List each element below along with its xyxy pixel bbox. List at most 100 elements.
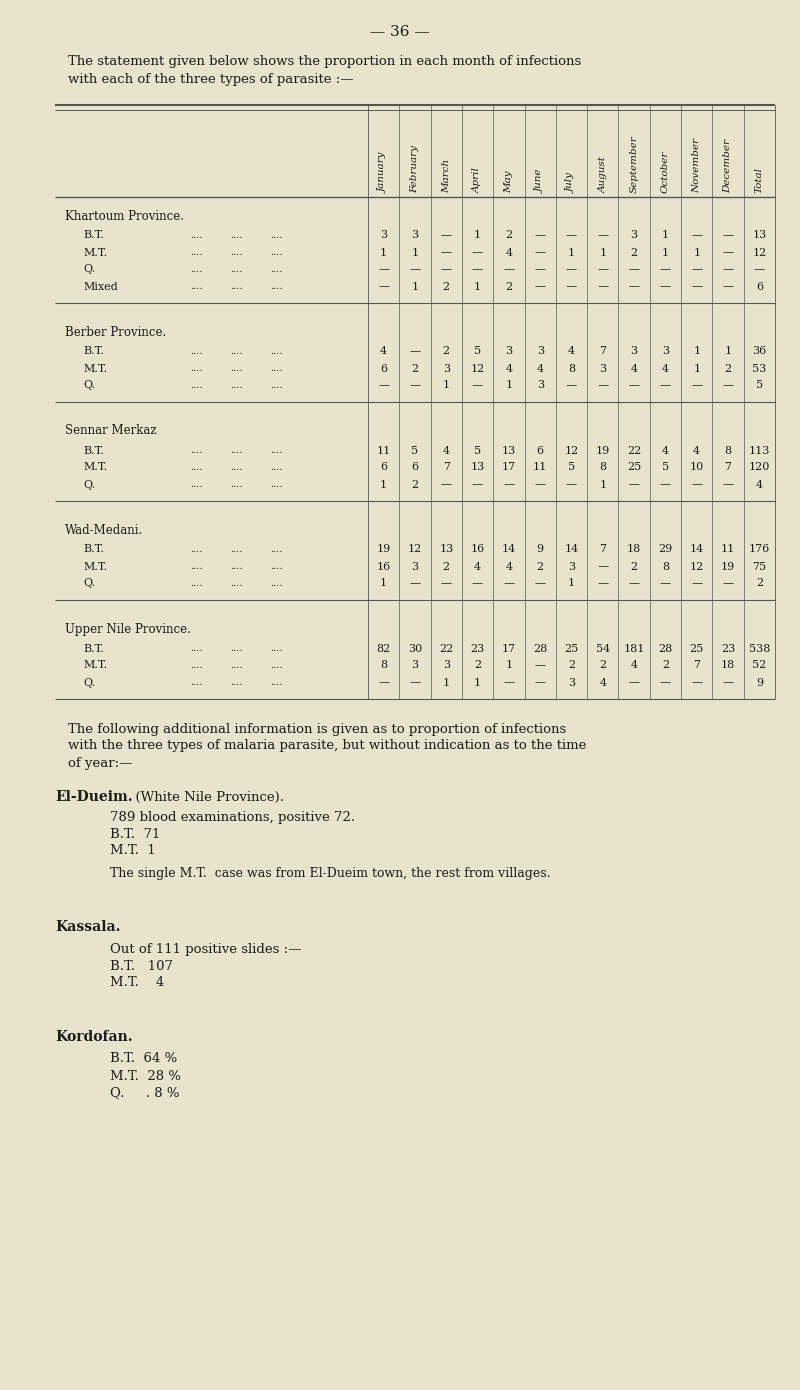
Text: 2: 2	[442, 282, 450, 292]
Text: 19: 19	[377, 545, 390, 555]
Text: B.T.  71: B.T. 71	[110, 827, 160, 841]
Text: —: —	[691, 381, 702, 391]
Text: —: —	[722, 264, 734, 274]
Text: —: —	[722, 247, 734, 257]
Text: ....: ....	[270, 231, 282, 240]
Text: 9: 9	[537, 545, 544, 555]
Text: 36: 36	[752, 346, 766, 356]
Text: Sennar Merkaz: Sennar Merkaz	[65, 424, 157, 438]
Text: 1: 1	[474, 231, 481, 240]
Text: 7: 7	[694, 660, 700, 670]
Text: 8: 8	[568, 364, 575, 374]
Text: M.T.: M.T.	[83, 364, 107, 374]
Text: 3: 3	[411, 562, 418, 571]
Text: —: —	[691, 677, 702, 688]
Text: —: —	[441, 578, 452, 588]
Text: 11: 11	[377, 446, 390, 456]
Text: —: —	[503, 480, 514, 489]
Text: —: —	[472, 578, 483, 588]
Text: —: —	[598, 231, 608, 240]
Text: —: —	[534, 264, 546, 274]
Text: 8: 8	[662, 562, 669, 571]
Text: ....: ....	[230, 480, 242, 489]
Text: Q.     . 8 %: Q. . 8 %	[110, 1087, 179, 1099]
Text: 13: 13	[752, 231, 766, 240]
Text: 176: 176	[749, 545, 770, 555]
Text: 75: 75	[752, 562, 766, 571]
Text: 6: 6	[380, 463, 387, 473]
Text: 12: 12	[690, 562, 704, 571]
Text: April: April	[473, 167, 482, 193]
Text: 14: 14	[502, 545, 516, 555]
Text: 12: 12	[408, 545, 422, 555]
Text: M.T.: M.T.	[83, 562, 107, 571]
Text: —: —	[472, 247, 483, 257]
Text: Khartoum Province.: Khartoum Province.	[65, 210, 184, 222]
Text: (White Nile Province).: (White Nile Province).	[127, 791, 284, 803]
Text: 1: 1	[474, 282, 481, 292]
Text: September: September	[630, 135, 638, 193]
Text: ....: ....	[270, 463, 282, 473]
Text: —: —	[472, 264, 483, 274]
Text: 120: 120	[749, 463, 770, 473]
Text: 3: 3	[411, 231, 418, 240]
Text: —: —	[378, 677, 390, 688]
Text: —: —	[566, 381, 577, 391]
Text: ....: ....	[270, 644, 282, 653]
Text: 5: 5	[474, 346, 481, 356]
Text: 14: 14	[690, 545, 704, 555]
Text: 1: 1	[411, 282, 418, 292]
Text: February: February	[410, 145, 419, 193]
Text: —: —	[722, 282, 734, 292]
Text: —: —	[410, 346, 421, 356]
Text: 5: 5	[411, 446, 418, 456]
Text: 1: 1	[380, 578, 387, 588]
Text: The single M.T.  case was from El-Dueim town, the rest from villages.: The single M.T. case was from El-Dueim t…	[110, 866, 550, 880]
Text: M.T.    4: M.T. 4	[110, 977, 164, 990]
Text: 1: 1	[506, 381, 513, 391]
Text: 2: 2	[411, 364, 418, 374]
Text: 1: 1	[662, 231, 669, 240]
Text: ....: ....	[270, 247, 282, 257]
Text: ....: ....	[230, 282, 242, 291]
Text: M.T.: M.T.	[83, 463, 107, 473]
Text: 4: 4	[662, 446, 669, 456]
Text: ....: ....	[270, 265, 282, 274]
Text: 1: 1	[599, 247, 606, 257]
Text: July: July	[567, 172, 576, 193]
Text: 5: 5	[474, 446, 481, 456]
Text: —: —	[503, 264, 514, 274]
Text: ....: ....	[230, 644, 242, 653]
Text: 1: 1	[380, 247, 387, 257]
Text: 4: 4	[474, 562, 481, 571]
Text: 2: 2	[630, 562, 638, 571]
Text: 16: 16	[470, 545, 485, 555]
Text: ....: ....	[270, 282, 282, 291]
Text: The following additional information is given as to proportion of infections: The following additional information is …	[68, 723, 566, 735]
Text: Out of 111 positive slides :—: Out of 111 positive slides :—	[110, 942, 302, 955]
Text: 16: 16	[377, 562, 390, 571]
Text: 6: 6	[537, 446, 544, 456]
Text: 5: 5	[756, 381, 763, 391]
Text: of year:—: of year:—	[68, 756, 132, 770]
Text: 7: 7	[725, 463, 731, 473]
Text: —: —	[660, 282, 671, 292]
Text: —: —	[503, 677, 514, 688]
Text: ....: ....	[230, 381, 242, 391]
Text: —: —	[754, 264, 765, 274]
Text: —: —	[598, 562, 608, 571]
Text: 2: 2	[442, 562, 450, 571]
Text: 82: 82	[377, 644, 390, 653]
Text: 25: 25	[627, 463, 642, 473]
Text: 19: 19	[596, 446, 610, 456]
Text: —: —	[566, 282, 577, 292]
Text: —: —	[629, 578, 640, 588]
Text: 2: 2	[506, 282, 513, 292]
Text: ....: ....	[230, 265, 242, 274]
Text: ....: ....	[270, 545, 282, 555]
Text: with each of the three types of parasite :—: with each of the three types of parasite…	[68, 72, 354, 86]
Text: Q.: Q.	[83, 480, 95, 489]
Text: 3: 3	[506, 346, 513, 356]
Text: 2: 2	[506, 231, 513, 240]
Text: ....: ....	[270, 480, 282, 489]
